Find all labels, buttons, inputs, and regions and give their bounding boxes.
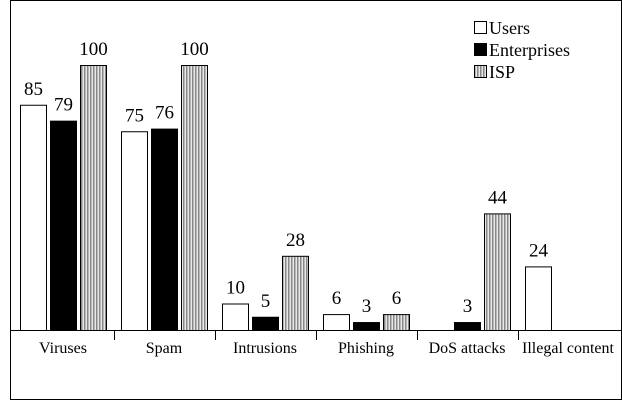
bar xyxy=(353,322,380,331)
legend-label: Users xyxy=(489,18,530,38)
x-tick-label: Illegal content xyxy=(522,340,614,357)
value-label: 24 xyxy=(529,240,549,261)
value-label: 100 xyxy=(180,39,209,60)
x-tick-label: DoS attacks xyxy=(428,340,506,357)
bar xyxy=(121,131,148,331)
value-label: 28 xyxy=(286,230,305,251)
legend-label: ISP xyxy=(489,62,515,82)
value-label: 10 xyxy=(226,278,245,299)
legend-swatch xyxy=(474,43,487,56)
x-tick-label: Viruses xyxy=(39,340,87,357)
x-tick-label: Intrusions xyxy=(233,340,297,357)
bar xyxy=(151,128,178,331)
legend-label: Enterprises xyxy=(489,40,570,60)
legend-swatch xyxy=(474,65,487,78)
bar xyxy=(383,314,410,332)
bar xyxy=(20,104,47,331)
value-label: 76 xyxy=(155,103,174,124)
value-label: 44 xyxy=(488,187,508,208)
bar xyxy=(80,65,107,331)
value-label: 3 xyxy=(362,296,372,317)
bar xyxy=(282,255,309,331)
bar xyxy=(50,120,77,332)
value-label: 3 xyxy=(463,296,473,317)
value-label: 79 xyxy=(54,95,73,116)
bar xyxy=(181,65,208,331)
bar xyxy=(484,213,511,331)
value-label: 75 xyxy=(125,105,144,126)
value-label: 6 xyxy=(332,288,342,309)
x-tick-label: Phishing xyxy=(337,340,394,357)
bar xyxy=(252,316,279,331)
bar xyxy=(525,266,552,331)
bar xyxy=(454,322,481,331)
bar xyxy=(323,314,350,332)
legend-swatch xyxy=(474,21,487,34)
bar xyxy=(222,303,249,331)
x-tick-label: Spam xyxy=(145,340,183,357)
value-label: 85 xyxy=(24,79,43,100)
value-label: 5 xyxy=(261,291,271,312)
value-label: 6 xyxy=(392,288,402,309)
value-label: 100 xyxy=(79,39,108,60)
